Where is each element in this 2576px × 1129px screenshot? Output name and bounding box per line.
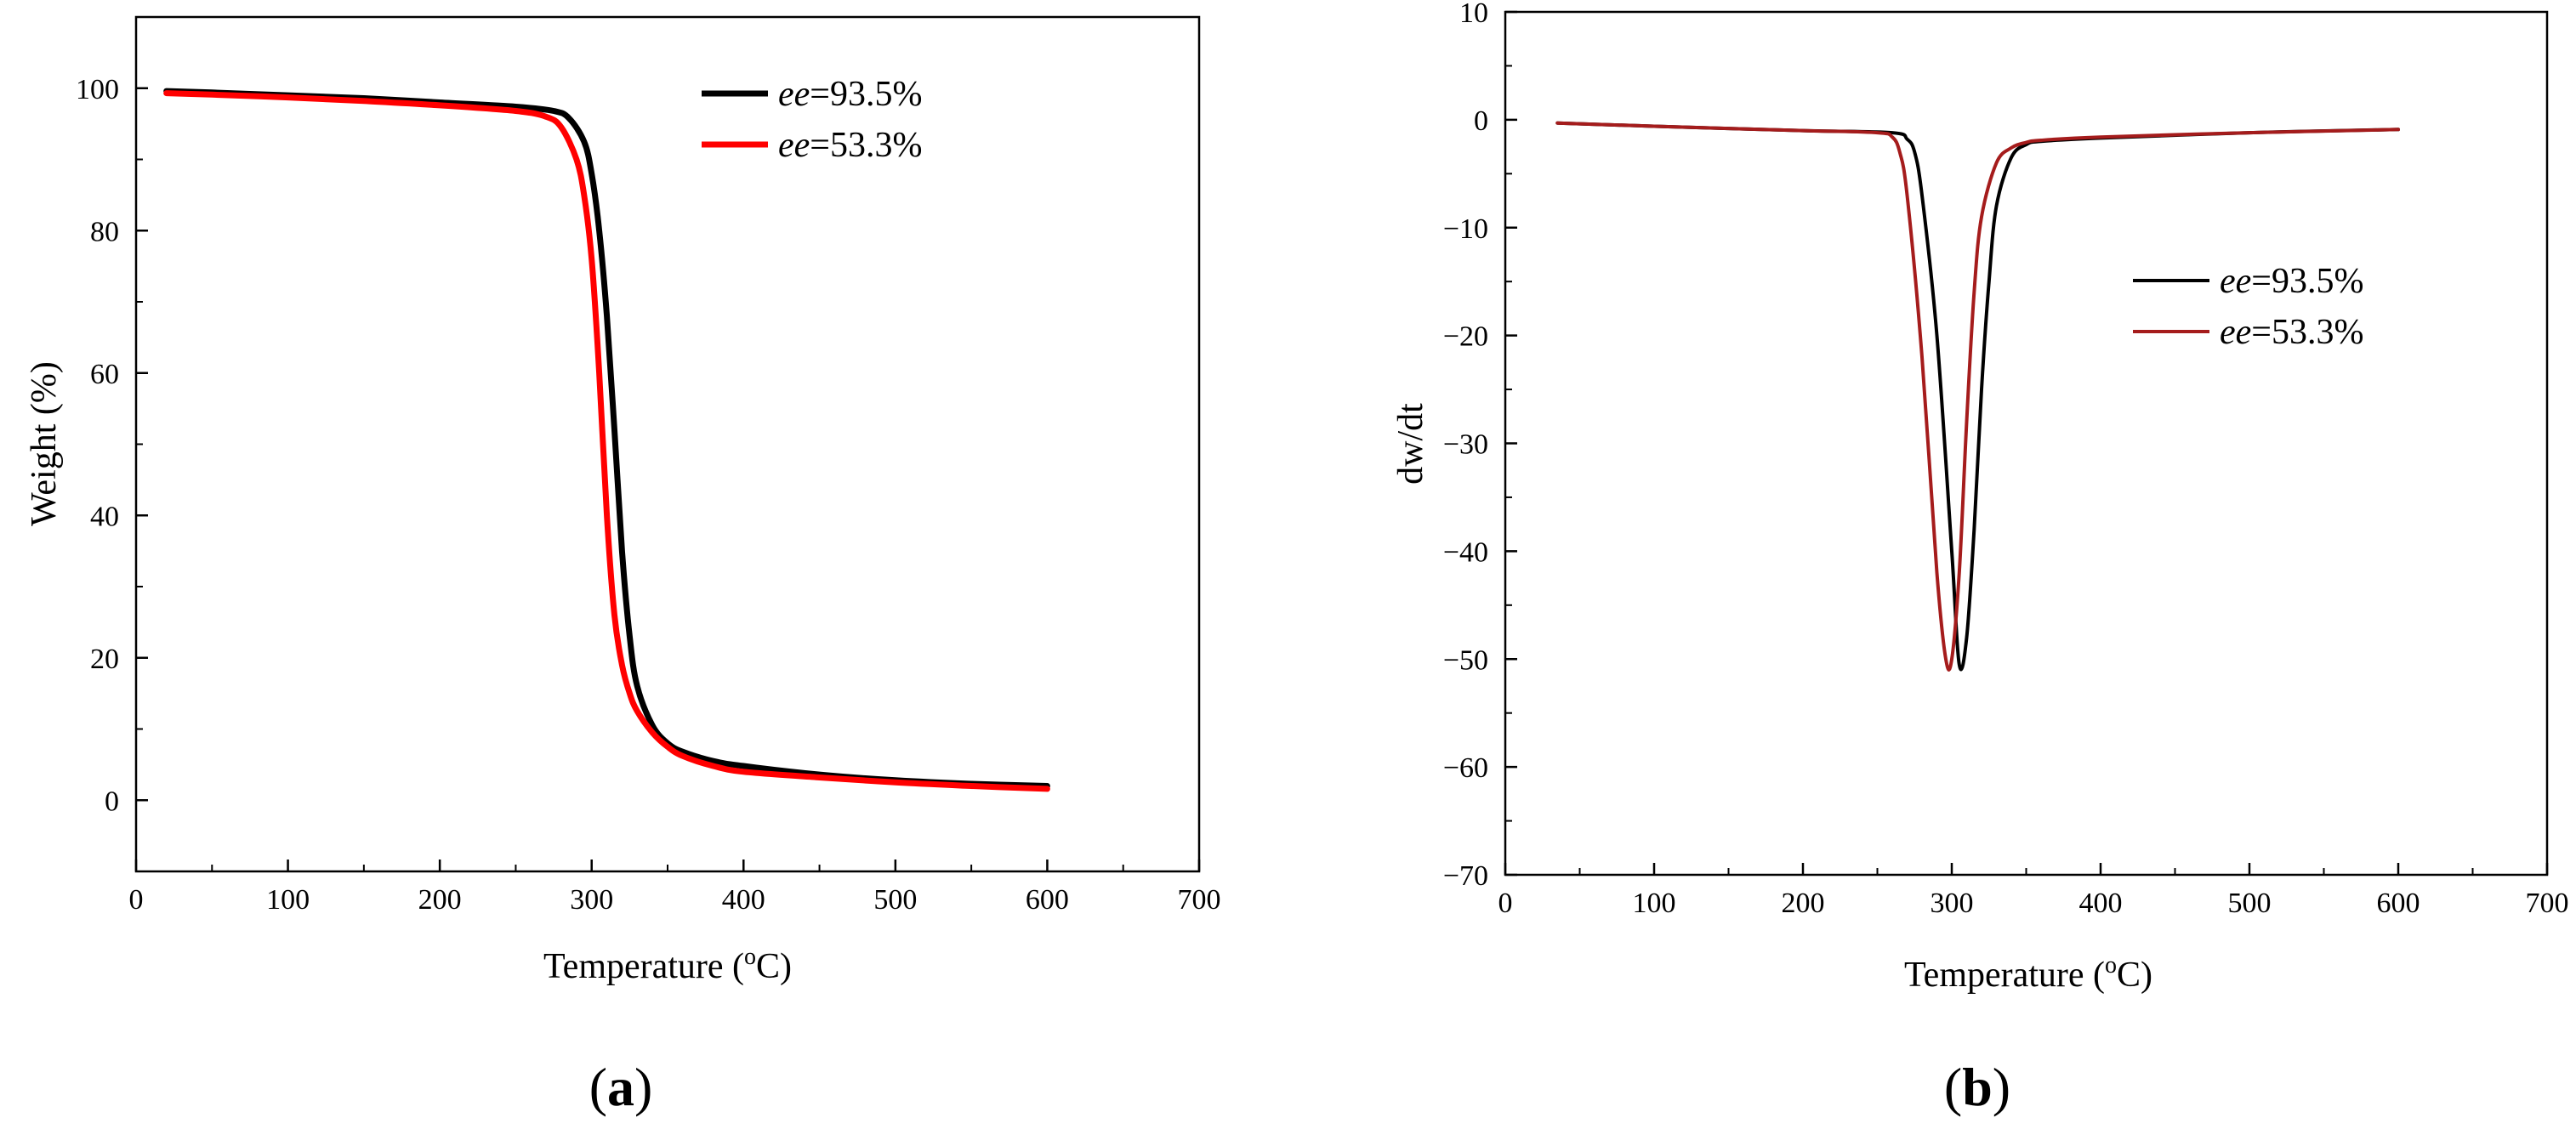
legend-b: ee=93.5% ee=53.3% xyxy=(2133,262,2363,352)
panel-label-b: (b) xyxy=(1944,1057,2010,1117)
x-tick-label-a-3: 300 xyxy=(570,884,613,916)
series-line-b-1 xyxy=(1555,121,2400,672)
panel-a: 0 100 200 300 400 500 600 700 0 20 40 60 80 100 Tempe… xyxy=(25,15,1221,1117)
x-axis-title-a: Temperature (oC) xyxy=(543,944,792,986)
x-axis-title-b: Temperature (oC) xyxy=(1904,952,2152,995)
series-line-b-0 xyxy=(1555,121,2400,672)
y-axis-title-a: Weight (%) xyxy=(25,361,64,526)
x-tick-label-b-5: 500 xyxy=(2228,888,2272,919)
x-tick-label-b-3: 300 xyxy=(1931,888,1974,919)
x-tick-label-b-1: 100 xyxy=(1633,888,1676,919)
series-lines-b xyxy=(1555,121,2400,672)
y-tick-label-a-0: 0 xyxy=(105,786,119,817)
x-tick-label-a-4: 400 xyxy=(722,884,765,916)
x-tick-label-b-0: 0 xyxy=(1498,888,1513,919)
panel-b: 0 100 200 300 400 500 600 700100−10−20−30−40−50… xyxy=(1391,0,2569,1117)
series-line-a-1 xyxy=(163,90,1050,792)
y-tick-label-a-4: 80 xyxy=(90,216,119,247)
x-tick-label-a-7: 700 xyxy=(1178,884,1221,916)
x-tick-label-a-0: 0 xyxy=(129,884,144,916)
y-tick-label-b-5: −40 xyxy=(1443,536,1488,568)
x-tick-label-a-6: 600 xyxy=(1026,884,1069,916)
legend-label-b-1: ee=53.3% xyxy=(2220,313,2363,352)
x-tick-label-a-5: 500 xyxy=(873,884,917,916)
y-tick-label-b-3: −20 xyxy=(1443,321,1488,353)
x-tick-label-b-6: 600 xyxy=(2377,888,2420,919)
panel-label-a: (a) xyxy=(589,1057,653,1117)
x-tick-label-a-2: 200 xyxy=(418,884,462,916)
y-tick-label-b-0: 10 xyxy=(1459,0,1488,29)
y-tick-label-b-2: −10 xyxy=(1443,213,1488,245)
y-tick-label-b-1: 0 xyxy=(1474,105,1488,137)
y-tick-label-b-4: −30 xyxy=(1443,429,1488,461)
y-tick-label-a-1: 20 xyxy=(90,644,119,675)
y-tick-label-a-5: 100 xyxy=(76,74,119,105)
legend-a: ee=93.5% ee=53.3% xyxy=(702,75,922,165)
y-tick-label-a-2: 40 xyxy=(90,501,119,532)
x-tick-label-b-2: 200 xyxy=(1782,888,1825,919)
axis-ticks-b: 0 100 200 300 400 500 600 700100−10−20−30−40−50… xyxy=(1443,0,2569,919)
y-tick-label-b-8: −70 xyxy=(1443,860,1488,892)
x-tick-label-b-4: 400 xyxy=(2079,888,2123,919)
x-tick-label-b-7: 700 xyxy=(2526,888,2569,919)
y-axis-title-b: dw/dt xyxy=(1391,403,1430,485)
axis-ticks-a: 0 100 200 300 400 500 600 700 0 20 40 60 80 100 xyxy=(76,74,1221,916)
legend-label-b-0: ee=93.5% xyxy=(2220,262,2363,301)
series-line-a-0 xyxy=(163,88,1050,789)
legend-label-a-0: ee=93.5% xyxy=(778,75,922,114)
y-tick-label-b-7: −60 xyxy=(1443,752,1488,784)
series-lines-a xyxy=(163,88,1050,792)
y-tick-label-b-6: −50 xyxy=(1443,644,1488,676)
x-tick-label-a-1: 100 xyxy=(266,884,310,916)
y-tick-label-a-3: 60 xyxy=(90,359,119,390)
legend-label-a-1: ee=53.3% xyxy=(778,126,922,165)
